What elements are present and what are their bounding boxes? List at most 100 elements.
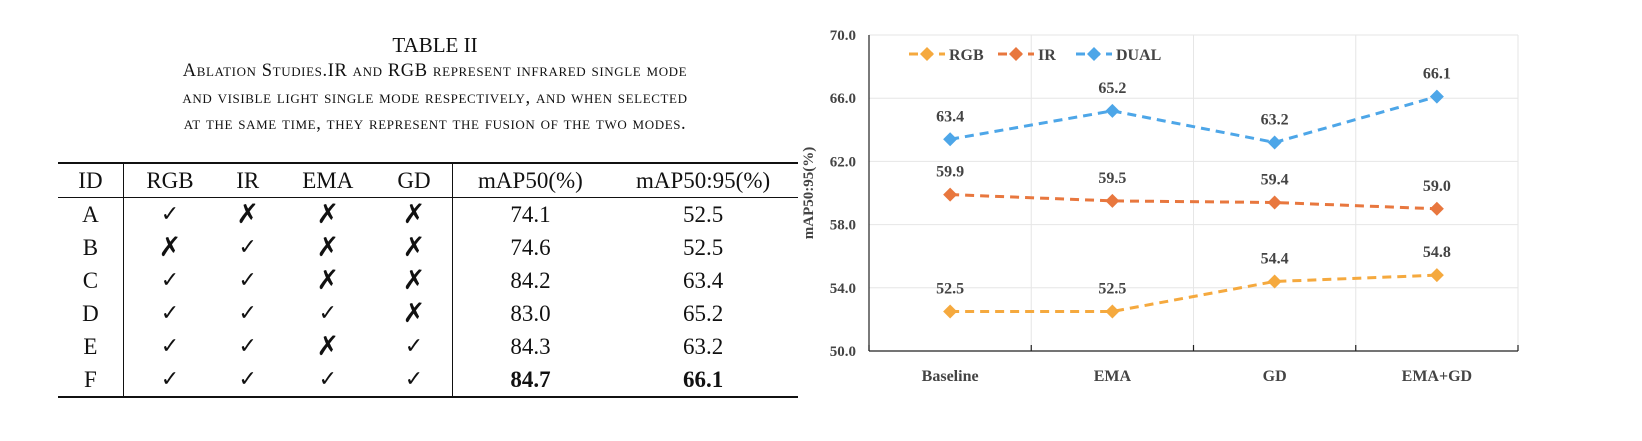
data-point-ir (943, 187, 958, 202)
table-cell-gd: ✗ (376, 197, 453, 231)
table-cell-id: D (58, 297, 124, 330)
data-label-ir: 59.4 (1261, 171, 1289, 188)
table-cell-ema: ✓ (318, 301, 338, 326)
series-line-ir (950, 193, 1437, 211)
data-label-ir: 59.0 (1423, 178, 1451, 195)
grid-lines (869, 34, 1519, 351)
axes: 50.0 54.0 58.0 62.0 66.0 70.0 Baseline EMA GD EMA… (801, 28, 1519, 385)
table-cell-map5095: 66.1 (682, 366, 724, 392)
data-label-rgb: 54.4 (1261, 250, 1289, 267)
series-lines (943, 89, 1444, 319)
data-label-rgb: 54.8 (1423, 244, 1451, 261)
table-cell-ir: ✓ (238, 235, 257, 260)
data-point-dual (1429, 89, 1444, 104)
data-label-dual: 65.2 (1098, 80, 1126, 97)
legend-label-ir: IR (1038, 47, 1056, 64)
y-tick-label: 58.0 (830, 218, 856, 234)
table-caption-line: Ablation Studies.IR and RGB represent in… (182, 61, 688, 81)
table-cell-gd: ✗ (376, 264, 453, 297)
series-line-rgb (950, 273, 1437, 313)
table-cell-map5095: 63.4 (682, 267, 724, 293)
line-chart: 50.0 54.0 58.0 62.0 66.0 70.0 Baseline EMA GD EMA… (801, 28, 1519, 385)
data-label-rgb: 52.5 (936, 281, 964, 298)
data-point-rgb (943, 304, 958, 319)
table-cell-map50: 74.1 (510, 201, 551, 227)
table-cell-ir: ✓ (238, 268, 257, 293)
table-cell-ir: ✓ (238, 334, 257, 359)
table-cell-map5095: 63.2 (682, 333, 724, 359)
data-point-dual (943, 132, 958, 147)
table-caption-line: and visible light single mode respective… (182, 87, 688, 108)
table-cell-map50: 83.0 (510, 300, 551, 326)
table-row: F ✓ ✓ ✓ ✓ 84.7 66.1 (58, 363, 798, 397)
legend-marker-dual (1087, 47, 1101, 61)
table-cell-map50: 84.3 (510, 333, 551, 359)
ablation-table-block: TABLE II Ablation Studies.IR and RGB rep… (50, 30, 820, 138)
table-cell-rgb: ✓ (160, 334, 180, 359)
header-map50: mAP50(%) (478, 167, 583, 193)
table-title: TABLE II (392, 33, 478, 57)
table-cell-rgb: ✓ (160, 268, 180, 293)
x-tick-label: EMA+GD (1402, 368, 1472, 385)
table-row: D ✓ ✓ ✓ ✗ 83.0 65.2 (58, 297, 798, 330)
data-label-dual: 66.1 (1423, 66, 1451, 83)
data-label-dual: 63.4 (936, 108, 964, 125)
table-header-row: ID RGB IR EMA GD mAP50(%) mAP50:95(%) (58, 163, 798, 198)
y-tick-label: 62.0 (830, 154, 856, 170)
header-ema: EMA (302, 167, 354, 193)
table-cell-id: A (58, 197, 124, 231)
legend-marker-ir (1009, 47, 1023, 61)
x-tick-label: Baseline (922, 368, 979, 385)
table-cell-ema: ✗ (316, 265, 340, 296)
table-cell-gd: ✗ (376, 297, 453, 330)
header-rgb: RGB (146, 167, 194, 193)
table-cell-ema: ✗ (316, 199, 340, 230)
legend: RGB IR DUAL (909, 47, 1161, 64)
legend-marker-rgb (920, 47, 934, 61)
data-labels: 52.5 52.5 54.4 54.8 59.9 59.5 59.4 59.0 63.4 65.2… (936, 66, 1451, 298)
table-body: A ✓ ✗ ✗ ✗ 74.1 52.5 B ✗ ✓ ✗ ✗ 74.6 52.5 C ✓ ✓ ✗ ✗ 84.2 63.4 D… (58, 197, 798, 397)
table-cell-rgb: ✓ (160, 367, 180, 392)
header-ir: IR (236, 167, 260, 193)
table-cell-ema: ✗ (316, 232, 340, 263)
table-cell-ir: ✓ (238, 301, 257, 326)
table-cell-ir: ✗ (236, 199, 260, 230)
table-cell-id: F (58, 363, 124, 397)
data-point-dual (1267, 135, 1282, 150)
x-tick-label: EMA (1094, 368, 1132, 385)
data-label-dual: 63.2 (1261, 111, 1289, 128)
table-cell-id: C (58, 264, 124, 297)
table-row: B ✗ ✓ ✗ ✗ 74.6 52.5 (58, 231, 798, 264)
table-cell-rgb: ✓ (160, 202, 180, 227)
table-cell-id: E (58, 330, 124, 363)
series-line-dual (949, 95, 1438, 144)
data-point-rgb (1429, 268, 1444, 283)
table-row: E ✓ ✓ ✗ ✓ 84.3 63.2 (58, 330, 798, 363)
legend-label-dual: DUAL (1116, 47, 1161, 64)
y-tick-label: 70.0 (830, 28, 856, 44)
table-cell-ema: ✗ (316, 331, 340, 362)
y-tick-label: 50.0 (830, 344, 856, 360)
header-gd: GD (376, 163, 453, 198)
table-caption: Ablation Studies.IR and RGB represent in… (50, 58, 820, 138)
table-cell-map50: 84.7 (510, 366, 551, 392)
table-cell-map5095: 52.5 (682, 234, 724, 260)
data-point-rgb (1267, 274, 1282, 289)
data-point-ir (1429, 201, 1444, 216)
data-label-ir: 59.9 (936, 164, 964, 181)
table-cell-ema: ✓ (318, 367, 338, 392)
table-cell-gd: ✗ (376, 231, 453, 264)
x-tick-label: GD (1263, 368, 1287, 385)
data-point-ir (1267, 195, 1282, 210)
data-point-rgb (1105, 304, 1120, 319)
header-id: ID (58, 163, 124, 198)
y-axis-title: mAP50:95(%) (801, 147, 817, 239)
table-cell-rgb: ✗ (158, 232, 182, 263)
table-cell-gd: ✓ (376, 363, 453, 397)
y-tick-label: 54.0 (830, 281, 856, 297)
data-point-ir (1105, 193, 1120, 208)
table-cell-id: B (58, 231, 124, 264)
table-cell-map50: 74.6 (510, 234, 551, 260)
table-cell-map5095: 52.5 (682, 201, 724, 227)
table-cell-ir: ✓ (238, 367, 257, 392)
